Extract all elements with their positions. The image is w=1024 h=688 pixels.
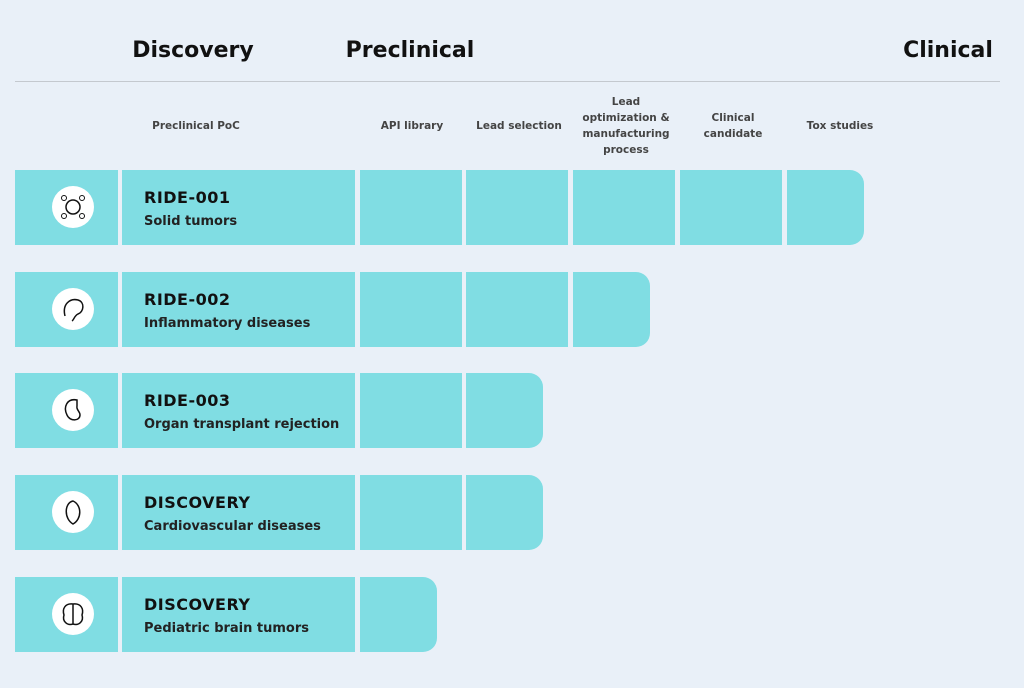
program-name: RIDE-002 bbox=[144, 289, 231, 309]
program-cell bbox=[122, 475, 355, 551]
program-indication: Cardiovascular diseases bbox=[144, 519, 321, 535]
stage-label: Clinical bbox=[903, 38, 993, 63]
progress-segment bbox=[787, 170, 864, 245]
program-indication: Solid tumors bbox=[144, 214, 238, 229]
progress-segment bbox=[466, 170, 568, 245]
column-header: Tox studies bbox=[806, 120, 874, 132]
program-cell bbox=[122, 373, 355, 449]
progress-segment bbox=[573, 170, 675, 245]
column-header: Clinical candidate bbox=[703, 112, 763, 140]
progress-segment bbox=[360, 373, 462, 449]
column-header: Lead selection bbox=[476, 120, 562, 132]
stage-label: Preclinical bbox=[345, 38, 475, 63]
program-cell bbox=[122, 170, 355, 245]
program-name: DISCOVERY bbox=[144, 594, 251, 614]
stage-label: Discovery bbox=[132, 38, 254, 63]
program-name: RIDE-001 bbox=[144, 188, 231, 207]
program-icon bbox=[52, 287, 94, 330]
program-icon bbox=[52, 491, 94, 534]
progress-segment bbox=[466, 475, 543, 551]
program-icon bbox=[52, 592, 94, 635]
program-indication: Organ transplant rejection bbox=[144, 417, 340, 433]
column-header: API library bbox=[380, 120, 444, 132]
program-name: RIDE-003 bbox=[144, 391, 231, 411]
divider bbox=[15, 81, 1000, 82]
progress-segment bbox=[680, 170, 782, 245]
progress-segment bbox=[573, 271, 650, 347]
column-header: Lead optimization & manufacturing proces… bbox=[582, 96, 670, 156]
program-name: DISCOVERY bbox=[144, 493, 251, 513]
progress-segment bbox=[360, 170, 462, 245]
progress-segment bbox=[360, 576, 437, 652]
column-header: Preclinical PoC bbox=[152, 120, 240, 132]
program-indication: Inflammatory diseases bbox=[144, 315, 311, 331]
progress-segment bbox=[466, 373, 543, 449]
progress-segment bbox=[466, 271, 568, 347]
progress-segment bbox=[360, 475, 462, 551]
program-icon bbox=[52, 389, 94, 432]
program-icon bbox=[52, 186, 94, 228]
program-cell bbox=[122, 271, 355, 347]
progress-segment bbox=[360, 271, 462, 347]
program-cell bbox=[122, 576, 355, 652]
program-indication: Pediatric brain tumors bbox=[144, 620, 310, 636]
